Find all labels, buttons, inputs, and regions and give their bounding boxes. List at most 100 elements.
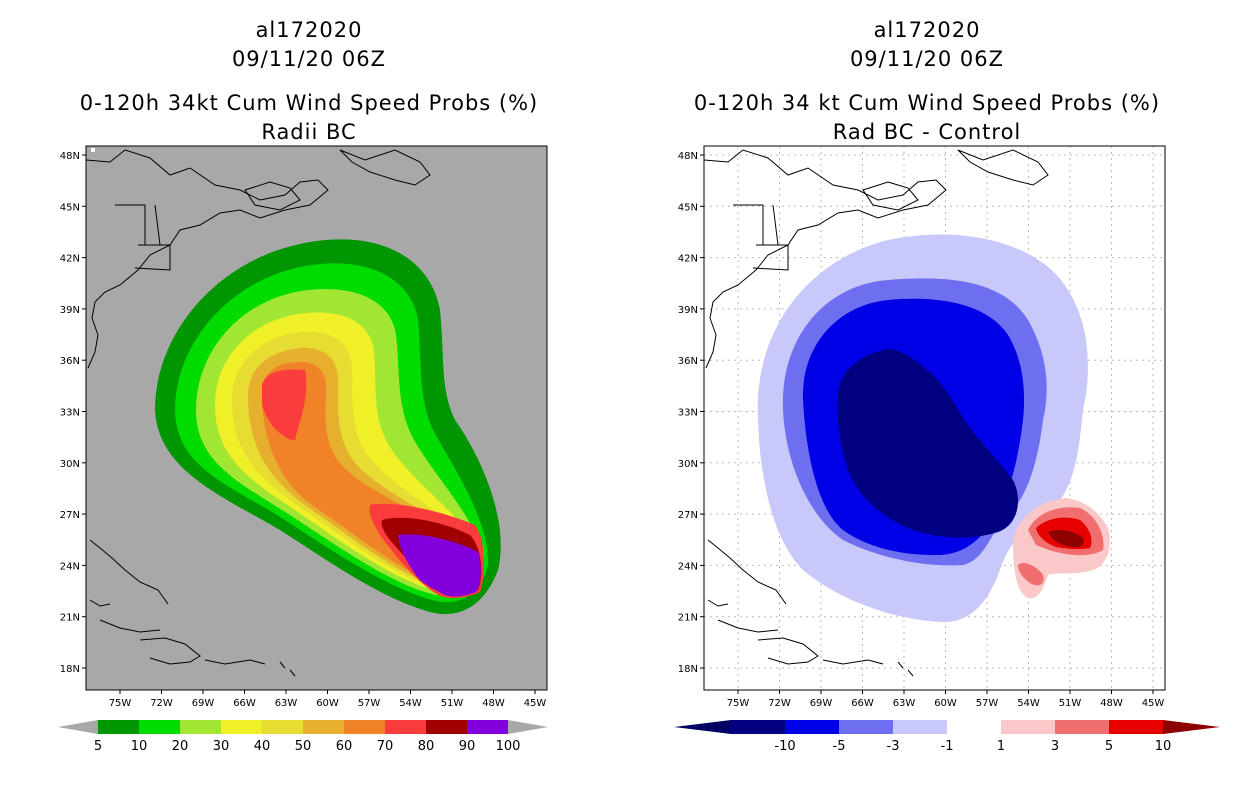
colorbar-swatch <box>180 720 221 734</box>
colorbar-swatch <box>303 720 344 734</box>
colorbar-swatch <box>467 720 508 734</box>
colorbar-label: 10 <box>1155 739 1172 754</box>
diff-contour-plus3-south <box>1018 563 1044 586</box>
right-colorbar: -10 -5 -3 -1 1 3 5 10 <box>674 720 1220 754</box>
colorbar-label: -1 <box>941 739 954 754</box>
coastline-newfoundland <box>339 149 431 186</box>
left-subtitle: Radii BC <box>261 120 357 144</box>
lon-label: 66W <box>233 698 256 709</box>
right-storm-id: al172020 <box>873 18 981 42</box>
colorbar-swatch <box>1001 720 1055 734</box>
colorbar-label: -3 <box>887 739 900 754</box>
lat-label: 21N <box>60 613 80 624</box>
colorbar-swatch <box>139 720 180 734</box>
colorbar-swatch <box>839 720 893 734</box>
lat-label: 21N <box>678 613 698 624</box>
lon-label: 51W <box>441 698 464 709</box>
left-map-frame <box>85 145 548 691</box>
lat-label: 27N <box>60 510 80 521</box>
lat-label: 18N <box>60 664 80 675</box>
right-lon-labels: 75W 72W 69W 66W 63W 60W 57W 54W 51W 48W 45W <box>727 690 1164 709</box>
right-map: 48N 45N 42N 39N 36N 33N 30N 27N 24N 21N 18N 75W 72W… <box>674 145 1220 754</box>
coastline-northeast <box>86 149 329 369</box>
lon-label: 63W <box>275 698 298 709</box>
lon-label: 63W <box>893 698 916 709</box>
lon-label: 54W <box>399 698 422 709</box>
lat-label: 45N <box>678 202 698 213</box>
lon-label: 72W <box>150 698 173 709</box>
lon-label: 69W <box>192 698 215 709</box>
colorbar-label: 70 <box>377 739 394 754</box>
left-probability-contours <box>91 148 501 615</box>
diff-contour-minus10 <box>837 349 1018 538</box>
colorbar-swatch <box>731 720 785 734</box>
lon-label: 69W <box>810 698 833 709</box>
colorbar-swatch <box>1055 720 1109 734</box>
lon-label: 48W <box>1100 698 1123 709</box>
coastline-maritimes <box>862 181 919 211</box>
lat-label: 45N <box>60 202 80 213</box>
colorbar-swatch <box>221 720 262 734</box>
colorbar-label: -10 <box>774 739 795 754</box>
colorbar-swatch <box>385 720 426 734</box>
lon-label: 57W <box>976 698 999 709</box>
left-lat-labels: 48N 45N 42N 39N 36N 33N 30N 27N 24N 21N 18N <box>60 151 86 675</box>
lat-label: 48N <box>678 151 698 162</box>
lat-label: 27N <box>678 510 698 521</box>
lon-label: 75W <box>727 698 750 709</box>
lat-label: 42N <box>678 254 698 265</box>
lat-label: 42N <box>60 254 80 265</box>
colorbar-label: 100 <box>496 739 521 754</box>
lon-label: 54W <box>1017 698 1040 709</box>
lon-label: 57W <box>358 698 381 709</box>
left-coastlines <box>86 149 431 677</box>
state-boundaries <box>115 204 171 271</box>
colorbar-arrow-high <box>508 720 548 734</box>
colorbar-swatch <box>1109 720 1163 734</box>
colorbar-swatch <box>893 720 947 734</box>
colorbar-label: 10 <box>131 739 148 754</box>
colorbar-label: 30 <box>213 739 230 754</box>
left-datetime: 09/11/20 06Z <box>231 47 387 71</box>
left-map: 48N 45N 42N 39N 36N 33N 30N 27N 24N 21N 18N 75W 72W… <box>58 145 548 754</box>
lon-label: 72W <box>768 698 791 709</box>
colorbar-label: 40 <box>254 739 271 754</box>
colorbar-label: 20 <box>172 739 189 754</box>
coastline-northeast <box>704 149 947 369</box>
left-panel: al172020 09/11/20 06Z 0-120h 34kt Cum Wi… <box>58 18 548 754</box>
colorbar-label: 60 <box>336 739 353 754</box>
lon-label: 60W <box>934 698 957 709</box>
coastline-caribbean <box>89 539 296 677</box>
colorbar-swatch <box>262 720 303 734</box>
colorbar-swatch <box>785 720 839 734</box>
right-lat-labels: 48N 45N 42N 39N 36N 33N 30N 27N 24N 21N 18N <box>678 151 704 675</box>
colorbar-label: 50 <box>295 739 312 754</box>
left-lon-labels: 75W 72W 69W 66W 63W 60W 57W 54W 51W 48W 45W <box>109 690 547 709</box>
colorbar-swatch <box>426 720 467 734</box>
prob-contour-90 <box>398 534 481 597</box>
left-product-title: 0-120h 34kt Cum Wind Speed Probs (%) <box>79 91 539 115</box>
colorbar-label: 3 <box>1051 739 1059 754</box>
colorbar-label: 5 <box>1105 739 1113 754</box>
lat-label: 30N <box>60 459 80 470</box>
state-boundaries <box>733 204 789 271</box>
lat-label: 24N <box>678 561 698 572</box>
colorbar-label: 80 <box>418 739 435 754</box>
left-storm-id: al172020 <box>255 18 363 42</box>
coastline-newfoundland <box>957 149 1049 186</box>
colorbar-arrow-low <box>58 720 98 734</box>
prob-contour-70 <box>262 369 307 440</box>
colorbar-swatch <box>947 720 1001 734</box>
lon-label: 60W <box>316 698 339 709</box>
colorbar-swatch <box>344 720 385 734</box>
colorbar-label: 90 <box>459 739 476 754</box>
lon-label: 51W <box>1059 698 1082 709</box>
grid-dot <box>91 148 95 152</box>
lat-label: 33N <box>60 408 80 419</box>
lat-label: 33N <box>678 408 698 419</box>
lat-label: 30N <box>678 459 698 470</box>
lon-label: 45W <box>524 698 547 709</box>
left-colorbar: 5 10 20 30 40 50 60 70 80 90 100 <box>58 720 548 754</box>
right-map-frame <box>703 145 1166 691</box>
right-coastlines <box>704 149 1049 677</box>
